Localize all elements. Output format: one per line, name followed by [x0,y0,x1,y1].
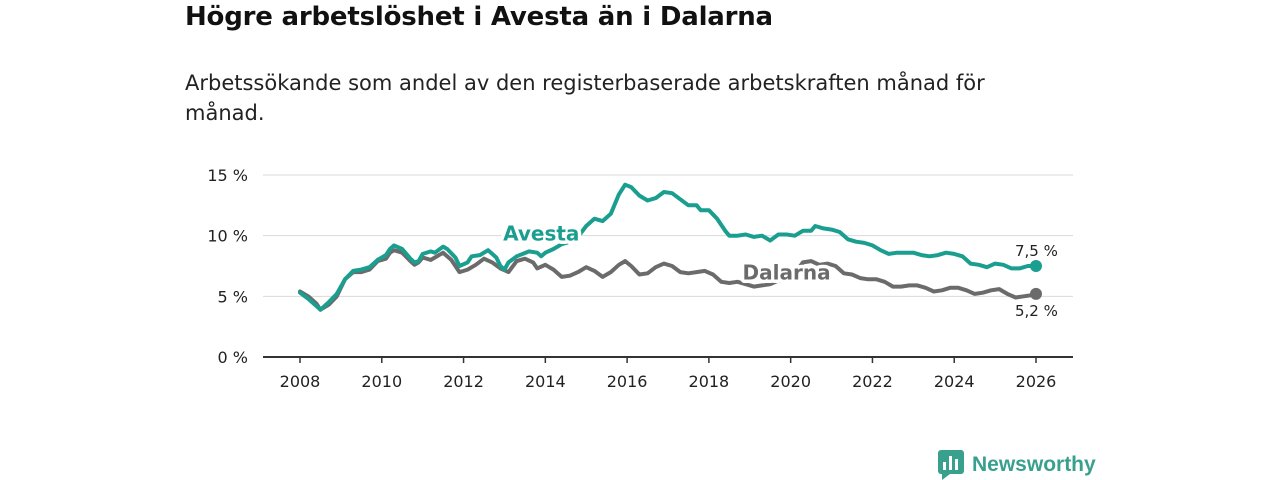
bar-chart-icon [938,450,964,480]
series-label-dalarna: Dalarna [743,260,831,284]
series-line-avesta [298,182,1038,312]
chart-title: Högre arbetslöshet i Avesta än i Dalarna [185,2,773,32]
end-label-avesta: 7,5 % [1015,242,1058,260]
series-label-avesta: Avesta [503,222,579,246]
x-tick-label: 2016 [607,372,648,391]
line-chart: 0 % 5 % 10 % 15 % 2008 2010 2012 2014 2016 2018 20… [207,166,1073,391]
x-tick-label: 2018 [689,372,730,391]
x-tick-label: 2014 [525,372,566,391]
end-label-dalarna: 5,2 % [1015,302,1058,320]
gridlines [263,174,1073,297]
series-labels: Avesta Dalarna 7,5 % 5,2 % [500,218,1061,322]
x-tick-label: 2026 [1016,372,1057,391]
axes: 0 % 5 % 10 % 15 % 2008 2010 2012 2014 2016 2018 20… [207,166,1073,391]
x-tick-label: 2022 [852,372,893,391]
x-tick-label: 2020 [770,372,811,391]
brand-name: Newsworthy [972,453,1096,476]
series-lines [298,182,1042,312]
x-tick-label: 2010 [361,372,402,391]
end-point-avesta [1030,260,1042,272]
x-tick-label: 2024 [934,372,975,391]
chart-subtitle: Arbetssökande som andel av den registerb… [185,71,985,125]
x-tick-label: 2012 [443,372,484,391]
y-tick-label: 0 % [218,348,248,367]
newsworthy-logo[interactable]: Newsworthy [938,450,1096,480]
end-point-dalarna [1030,287,1042,300]
x-tick-label: 2008 [280,372,321,391]
y-tick-label: 5 % [218,287,248,306]
y-tick-label: 10 % [207,227,248,246]
y-tick-label: 15 % [207,166,248,185]
